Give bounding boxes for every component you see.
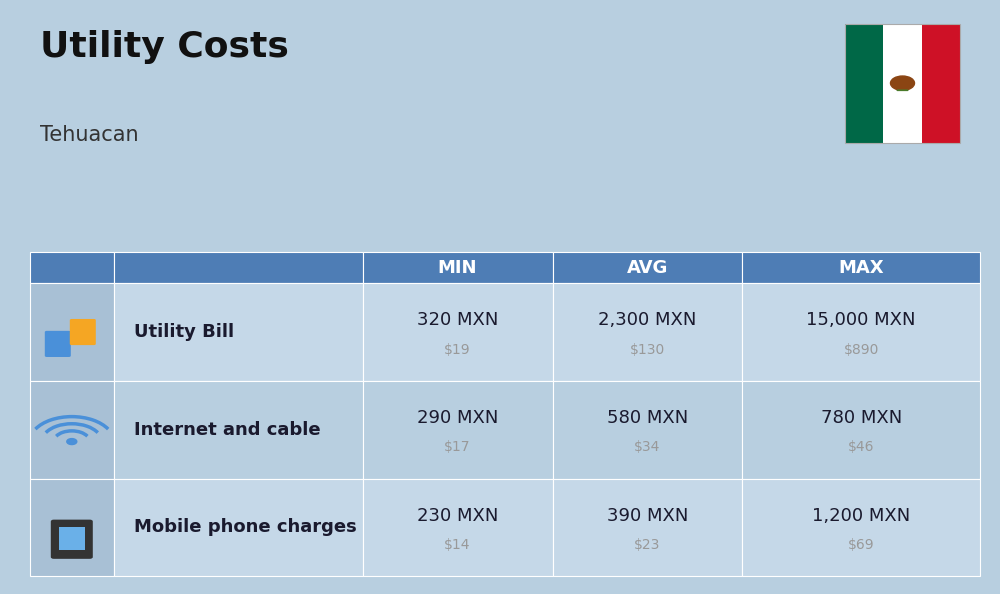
FancyBboxPatch shape	[45, 331, 71, 357]
Text: $17: $17	[444, 440, 471, 454]
Text: 1,200 MXN: 1,200 MXN	[812, 507, 910, 525]
Text: $890: $890	[844, 343, 879, 356]
FancyBboxPatch shape	[59, 527, 85, 550]
Text: 290 MXN: 290 MXN	[417, 409, 498, 427]
Text: Utility Costs: Utility Costs	[40, 30, 289, 64]
Text: 780 MXN: 780 MXN	[821, 409, 902, 427]
Text: $19: $19	[444, 343, 471, 356]
Text: 230 MXN: 230 MXN	[417, 507, 498, 525]
FancyBboxPatch shape	[51, 520, 93, 559]
Circle shape	[891, 76, 914, 90]
FancyBboxPatch shape	[742, 252, 980, 283]
Text: 390 MXN: 390 MXN	[607, 507, 688, 525]
FancyBboxPatch shape	[114, 381, 362, 479]
FancyBboxPatch shape	[30, 252, 114, 283]
FancyBboxPatch shape	[114, 283, 362, 381]
Circle shape	[67, 438, 77, 444]
FancyBboxPatch shape	[552, 283, 742, 381]
Text: Mobile phone charges: Mobile phone charges	[134, 519, 356, 536]
FancyBboxPatch shape	[362, 479, 552, 576]
Text: 15,000 MXN: 15,000 MXN	[806, 311, 916, 329]
Text: MIN: MIN	[438, 259, 477, 277]
FancyBboxPatch shape	[30, 283, 114, 381]
FancyBboxPatch shape	[362, 381, 552, 479]
Text: 2,300 MXN: 2,300 MXN	[598, 311, 697, 329]
Text: AVG: AVG	[627, 259, 668, 277]
FancyBboxPatch shape	[30, 479, 114, 576]
Text: 320 MXN: 320 MXN	[417, 311, 498, 329]
FancyBboxPatch shape	[552, 252, 742, 283]
Text: Tehuacan: Tehuacan	[40, 125, 139, 145]
FancyBboxPatch shape	[742, 381, 980, 479]
Text: $46: $46	[848, 440, 874, 454]
FancyBboxPatch shape	[845, 24, 883, 143]
Text: Internet and cable: Internet and cable	[134, 421, 320, 439]
Text: $23: $23	[634, 538, 661, 552]
FancyBboxPatch shape	[362, 252, 552, 283]
Text: $69: $69	[848, 538, 875, 552]
Text: $34: $34	[634, 440, 661, 454]
FancyBboxPatch shape	[742, 283, 980, 381]
FancyBboxPatch shape	[114, 479, 362, 576]
FancyBboxPatch shape	[30, 381, 114, 479]
FancyBboxPatch shape	[362, 283, 552, 381]
FancyBboxPatch shape	[883, 24, 922, 143]
Text: $130: $130	[630, 343, 665, 356]
Text: 580 MXN: 580 MXN	[607, 409, 688, 427]
Text: Utility Bill: Utility Bill	[134, 323, 234, 341]
FancyBboxPatch shape	[742, 479, 980, 576]
Text: $14: $14	[444, 538, 471, 552]
FancyBboxPatch shape	[552, 381, 742, 479]
FancyBboxPatch shape	[114, 252, 362, 283]
Text: MAX: MAX	[838, 259, 884, 277]
FancyBboxPatch shape	[70, 319, 96, 345]
FancyBboxPatch shape	[552, 479, 742, 576]
FancyBboxPatch shape	[922, 24, 960, 143]
